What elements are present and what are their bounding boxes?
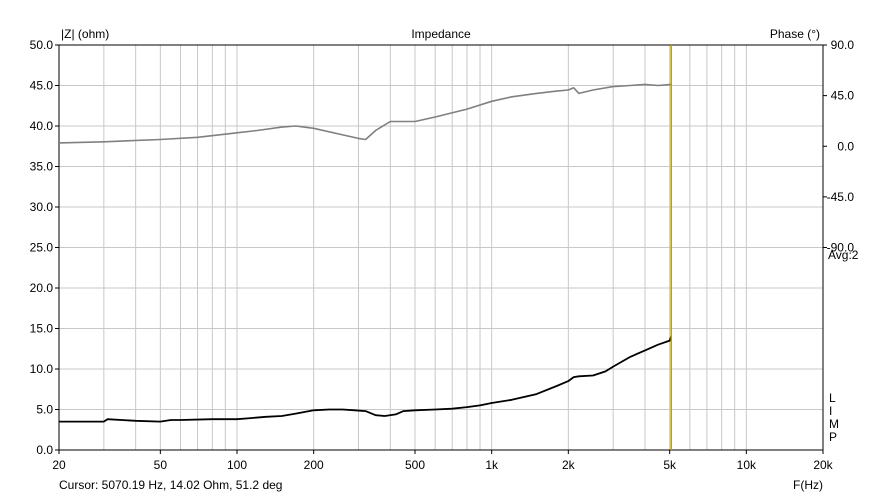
x-tick-label: 5k [663, 458, 677, 472]
y-right-tick-label: 90.0 [831, 38, 855, 52]
ticks: 20 50 100 200 500 1k 2k 5k 10k 20k 0.0 5.0 10.0 15.0 2… [30, 38, 855, 472]
side-letter: P [829, 430, 837, 444]
y-tick-label: 20.0 [30, 281, 54, 295]
avg-label: Avg:2 [828, 248, 859, 262]
y-tick-label: 25.0 [30, 241, 54, 255]
y-tick-label: 0.0 [36, 443, 53, 457]
x-tick-label: 20k [813, 458, 833, 472]
y-tick-label: 35.0 [30, 160, 54, 174]
y-tick-label: 30.0 [30, 200, 54, 214]
x-axis-label: F(Hz) [793, 478, 823, 492]
plot-area[interactable] [58, 45, 673, 450]
side-letter: I [829, 404, 832, 418]
y-tick-label: 15.0 [30, 322, 54, 336]
phase-series-line [58, 83, 672, 144]
side-letter: L [829, 391, 836, 405]
y-right-tick-label: 45.0 [831, 89, 855, 103]
y-right-axis-label: Phase (°) [770, 27, 820, 41]
y-right-tick-label: 0.0 [837, 139, 854, 153]
y-axis-label: |Z| (ohm) [61, 27, 109, 41]
x-tick-label: 200 [304, 458, 324, 472]
x-tick-label: 20 [52, 458, 66, 472]
x-tick-label: 10k [737, 458, 757, 472]
y-tick-label: 5.0 [36, 403, 53, 417]
y-tick-label: 40.0 [30, 119, 54, 133]
chart-title: Impedance [411, 27, 471, 41]
y-tick-label: 45.0 [30, 79, 54, 93]
y-tick-label: 10.0 [30, 362, 54, 376]
y-right-tick-label: -90.0 [827, 241, 855, 255]
side-letter: M [829, 417, 839, 431]
x-tick-label: 1k [485, 458, 499, 472]
grid [58, 44, 824, 451]
x-tick-label: 50 [154, 458, 168, 472]
x-tick-label: 2k [562, 458, 576, 472]
y-tick-label: 50.0 [30, 38, 54, 52]
y-right-tick-label: -45.0 [827, 190, 855, 204]
impedance-series-line [59, 336, 673, 423]
cursor-readout: Cursor: 5070.19 Hz, 14.02 Ohm, 51.2 deg [59, 478, 282, 492]
x-tick-label: 100 [227, 458, 247, 472]
x-tick-label: 500 [405, 458, 425, 472]
